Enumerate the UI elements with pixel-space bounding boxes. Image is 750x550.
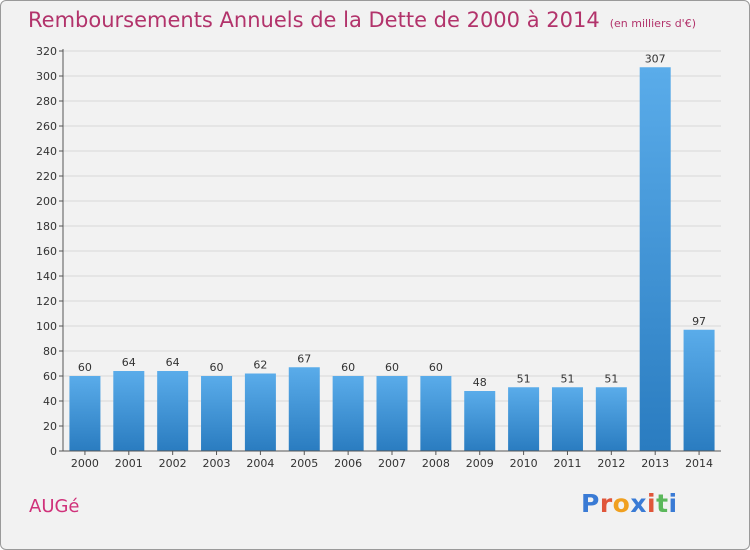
bar-value-label: 62 — [253, 359, 267, 372]
x-tick-label: 2005 — [290, 457, 318, 470]
y-tick-label: 320 — [36, 45, 57, 58]
x-tick-label: 2012 — [597, 457, 625, 470]
bar-value-label: 51 — [604, 372, 618, 385]
y-tick-label: 60 — [43, 370, 57, 383]
x-tick-label: 2000 — [71, 457, 99, 470]
bar-2014 — [683, 329, 715, 451]
logo-letter: t — [656, 489, 669, 518]
y-tick-label: 260 — [36, 120, 57, 133]
y-tick-label: 0 — [50, 445, 57, 458]
bar-value-label: 48 — [473, 376, 487, 389]
y-tick-labels: 0 20 40 60 80 100 120 140 160 180 200 220 240 260 280 3… — [36, 45, 57, 458]
x-tick-label: 2004 — [246, 457, 274, 470]
x-tick-label: 2008 — [422, 457, 450, 470]
y-tick-label: 100 — [36, 320, 57, 333]
logo-letter: i — [668, 489, 678, 518]
bar-2013 — [639, 67, 671, 451]
bar-2009 — [464, 391, 496, 451]
x-tick-label: 2009 — [466, 457, 494, 470]
logo-letter: x — [630, 489, 647, 518]
bar-2000 — [69, 376, 101, 451]
bar-value-label: 307 — [645, 52, 666, 65]
y-tick-label: 120 — [36, 295, 57, 308]
bar-value-label: 67 — [297, 352, 311, 365]
bar-value-label: 60 — [78, 361, 92, 374]
bar-2004 — [244, 373, 276, 451]
bar-2005 — [288, 367, 320, 451]
bar-value-label: 60 — [385, 361, 399, 374]
logo-letter: i — [647, 489, 657, 518]
x-tick-label: 2013 — [641, 457, 669, 470]
y-tick-label: 240 — [36, 145, 57, 158]
x-tick-label: 2002 — [159, 457, 187, 470]
x-tick-label: 2007 — [378, 457, 406, 470]
y-tick-label: 20 — [43, 420, 57, 433]
x-tick-label: 2011 — [553, 457, 581, 470]
bar-2010 — [508, 387, 540, 451]
bar-value-label: 60 — [429, 361, 443, 374]
bar-2011 — [551, 387, 583, 451]
y-tick-label: 160 — [36, 245, 57, 258]
chart-subtitle: (en milliers d'€) — [609, 17, 696, 30]
x-tick-label: 2001 — [115, 457, 143, 470]
y-tick-label: 300 — [36, 70, 57, 83]
x-tick-label: 2014 — [685, 457, 713, 470]
bar-2003 — [201, 376, 233, 451]
bar-value-label: 64 — [166, 356, 180, 369]
bar-2006 — [332, 376, 364, 451]
bar-2012 — [595, 387, 627, 451]
bar-value-label: 60 — [341, 361, 355, 374]
proxiti-logo: Proxiti — [581, 489, 678, 518]
bar-value-label: 64 — [122, 356, 136, 369]
chart-title-text: Remboursements Annuels de la Dette de 20… — [28, 8, 600, 32]
x-tick-label: 2006 — [334, 457, 362, 470]
y-tick-label: 220 — [36, 170, 57, 183]
y-tick-label: 140 — [36, 270, 57, 283]
bar-value-label: 60 — [210, 361, 224, 374]
chart-title: Remboursements Annuels de la Dette de 20… — [28, 8, 696, 32]
bar-value-labels: 60 64 64 60 62 67 60 60 60 48 51 51 51 307 97 — [78, 52, 706, 389]
bar-value-label: 51 — [517, 372, 531, 385]
y-tick-label: 40 — [43, 395, 57, 408]
y-tick-label: 80 — [43, 345, 57, 358]
bar-2001 — [113, 371, 145, 451]
logo-letter: r — [599, 489, 613, 518]
y-tick-label: 200 — [36, 195, 57, 208]
logo-letter: o — [612, 489, 631, 518]
bar-2007 — [376, 376, 408, 451]
y-tick-label: 180 — [36, 220, 57, 233]
bar-value-label: 97 — [692, 315, 706, 328]
bars — [69, 67, 715, 451]
y-tick-label: 280 — [36, 95, 57, 108]
bar-2002 — [157, 371, 189, 451]
x-tick-label: 2010 — [510, 457, 538, 470]
x-tick-label: 2003 — [203, 457, 231, 470]
bar-2008 — [420, 376, 452, 451]
logo-letter: P — [581, 489, 600, 518]
city-name: AUGé — [29, 496, 80, 517]
bar-value-label: 51 — [560, 372, 574, 385]
x-tick-labels: 2000 2001 2002 2003 2004 2005 2006 2007 2008 2009… — [71, 451, 713, 470]
